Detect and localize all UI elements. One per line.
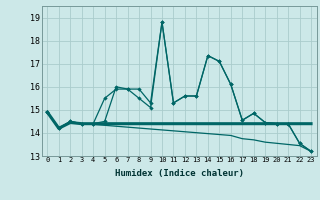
X-axis label: Humidex (Indice chaleur): Humidex (Indice chaleur) [115,169,244,178]
